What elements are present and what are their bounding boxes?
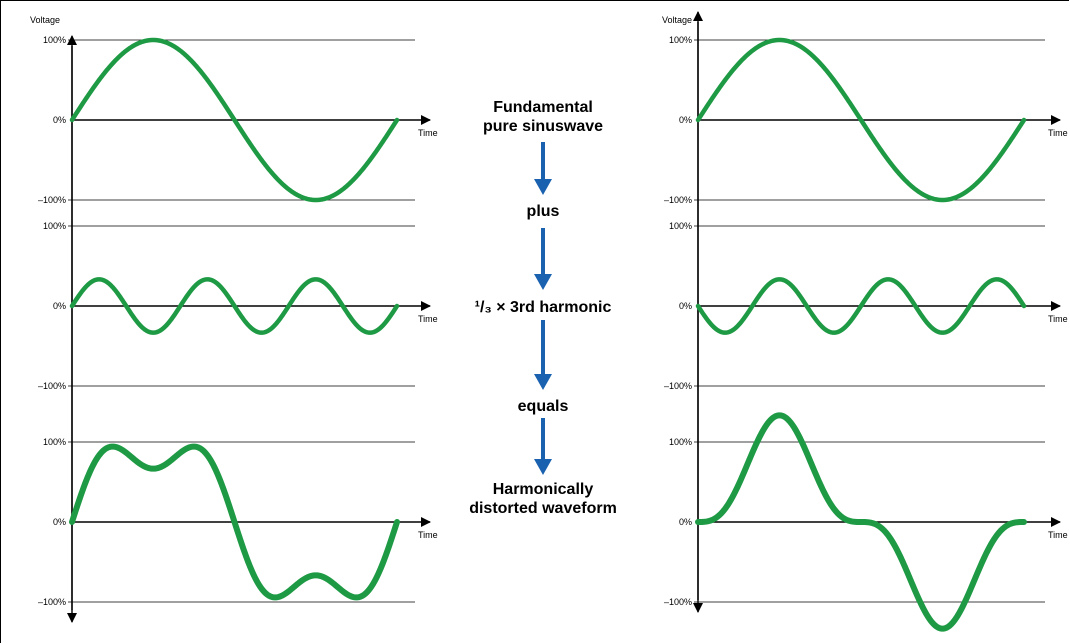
waveform-sum xyxy=(695,412,1027,632)
tick-label: 100% xyxy=(43,221,66,231)
time-axis-label: Time xyxy=(418,128,438,138)
waveform-third-harmonic xyxy=(695,277,1027,335)
flow-arrow-shaft xyxy=(541,228,545,276)
step-third-harmonic: ¹/₃ × 3rd harmonic xyxy=(474,299,612,316)
step-equals: equals xyxy=(517,398,569,415)
tick-label: 0% xyxy=(679,115,692,125)
step-fundamental: Fundamental pure sinuswave xyxy=(482,99,604,135)
left-waveform-graph: Voltage Time 100% 0% –100% Time 100% 0% –100% Tim… xyxy=(30,15,438,623)
flow-arrow-shaft xyxy=(541,320,545,376)
tick-label: 100% xyxy=(43,35,66,45)
voltage-axis-title: Voltage xyxy=(662,15,692,25)
tick-label: –100% xyxy=(38,381,66,391)
flow-arrow-shaft xyxy=(541,418,545,461)
tick-label: 100% xyxy=(43,437,66,447)
voltage-axis-title: Voltage xyxy=(30,15,60,25)
waveform-third-harmonic xyxy=(69,277,400,335)
flow-arrow-shaft xyxy=(541,142,545,181)
waveform-fundamental xyxy=(69,37,400,203)
tick-label: 0% xyxy=(53,301,66,311)
flow-arrow-head xyxy=(534,179,552,195)
right-waveform-graph: Voltage Time 100% 0% –100% Time 100% 0% –100% Tim… xyxy=(662,11,1068,632)
time-axis-label: Time xyxy=(1048,128,1068,138)
tick-label: –100% xyxy=(38,195,66,205)
step-result: Harmonically distorted waveform xyxy=(469,481,617,517)
tick-label: 100% xyxy=(669,35,692,45)
tick-label: 0% xyxy=(53,115,66,125)
waveform-sum xyxy=(69,443,400,601)
flow-arrow-head xyxy=(534,459,552,475)
time-axis-label: Time xyxy=(418,314,438,324)
flow-arrow-head xyxy=(534,374,552,390)
time-axis-label: Time xyxy=(418,530,438,540)
tick-label: 0% xyxy=(679,517,692,527)
tick-label: 0% xyxy=(679,301,692,311)
tick-label: –100% xyxy=(664,195,692,205)
tick-label: 0% xyxy=(53,517,66,527)
tick-label: 100% xyxy=(669,221,692,231)
step-plus: plus xyxy=(526,203,560,220)
flow-arrow-head xyxy=(534,274,552,290)
tick-label: –100% xyxy=(664,597,692,607)
tick-label: 100% xyxy=(669,437,692,447)
time-axis-label: Time xyxy=(1048,530,1068,540)
tick-label: –100% xyxy=(664,381,692,391)
tick-label: –100% xyxy=(38,597,66,607)
time-axis-label: Time xyxy=(1048,314,1068,324)
flow-arrows xyxy=(534,142,552,475)
waveform-fundamental xyxy=(695,37,1027,203)
